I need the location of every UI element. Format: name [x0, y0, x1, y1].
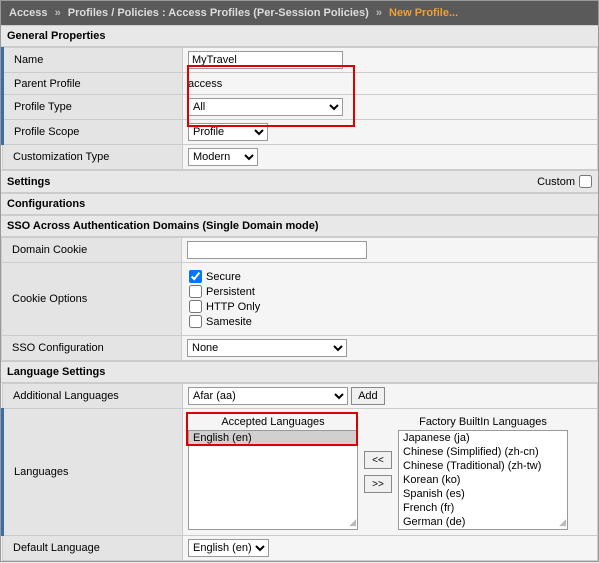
list-item[interactable]: Korean (ko)	[399, 473, 567, 487]
secure-checkbox[interactable]	[189, 270, 202, 283]
customization-type-label: Customization Type	[3, 145, 183, 170]
section-sso: SSO Across Authentication Domains (Singl…	[1, 215, 598, 237]
name-label: Name	[3, 48, 183, 73]
cookie-opt-httponly[interactable]: HTTP Only	[189, 300, 590, 313]
default-language-label: Default Language	[3, 536, 183, 561]
cookie-options-label: Cookie Options	[2, 263, 182, 336]
sso-config-select[interactable]: None	[187, 339, 347, 357]
section-configurations: Configurations	[1, 193, 598, 215]
custom-checkbox[interactable]	[579, 175, 592, 188]
custom-label: Custom	[537, 176, 575, 188]
name-input[interactable]	[188, 51, 343, 69]
profile-type-label: Profile Type	[3, 95, 183, 120]
parent-profile-label: Parent Profile	[3, 73, 183, 95]
list-item[interactable]: English (en)	[189, 431, 357, 445]
profile-scope-label: Profile Scope	[3, 120, 183, 145]
samesite-checkbox[interactable]	[189, 315, 202, 328]
profile-type-select[interactable]: All	[188, 98, 343, 116]
accepted-languages-header: Accepted Languages	[188, 414, 358, 430]
add-language-button[interactable]: Add	[351, 387, 385, 405]
persistent-label: Persistent	[206, 286, 255, 298]
httponly-checkbox[interactable]	[189, 300, 202, 313]
profile-scope-select[interactable]: Profile	[188, 123, 268, 141]
cookie-opt-persistent[interactable]: Persistent	[189, 285, 590, 298]
section-general-properties: General Properties	[1, 25, 598, 47]
list-item[interactable]: French (fr)	[399, 501, 567, 515]
section-settings: Settings	[7, 176, 50, 188]
breadcrumb-sep: »	[376, 7, 382, 19]
accepted-languages-list[interactable]: English (en) ◢	[188, 430, 358, 530]
move-right-button[interactable]: >>	[364, 475, 392, 493]
persistent-checkbox[interactable]	[189, 285, 202, 298]
httponly-label: HTTP Only	[206, 301, 260, 313]
list-item[interactable]: Chinese (Traditional) (zh-tw)	[399, 459, 567, 473]
cookie-opt-samesite[interactable]: Samesite	[189, 315, 590, 328]
samesite-label: Samesite	[206, 316, 252, 328]
move-left-button[interactable]: <<	[364, 451, 392, 469]
secure-label: Secure	[206, 271, 241, 283]
additional-languages-label: Additional Languages	[3, 384, 183, 409]
customization-type-select[interactable]: Modern	[188, 148, 258, 166]
sso-config-label: SSO Configuration	[2, 336, 182, 361]
scroll-hint-icon: ◢	[349, 517, 356, 528]
list-item[interactable]: Japanese (ja)	[399, 431, 567, 445]
list-item[interactable]: German (de)	[399, 515, 567, 529]
languages-label: Languages	[3, 409, 183, 536]
breadcrumb-profiles[interactable]: Profiles / Policies : Access Profiles (P…	[68, 7, 369, 19]
breadcrumb-access[interactable]: Access	[9, 7, 48, 19]
factory-languages-header: Factory BuiltIn Languages	[398, 414, 568, 430]
domain-cookie-input[interactable]	[187, 241, 367, 259]
additional-languages-select[interactable]: Afar (aa)	[188, 387, 348, 405]
breadcrumb-sep: »	[55, 7, 61, 19]
factory-languages-list[interactable]: Japanese (ja) Chinese (Simplified) (zh-c…	[398, 430, 568, 530]
breadcrumb-current: New Profile...	[389, 7, 458, 19]
section-language-settings: Language Settings	[1, 361, 598, 383]
list-item[interactable]: Chinese (Simplified) (zh-cn)	[399, 445, 567, 459]
scroll-hint-icon: ◢	[559, 517, 566, 528]
default-language-select[interactable]: English (en)	[188, 539, 269, 557]
breadcrumb: Access » Profiles / Policies : Access Pr…	[1, 1, 598, 25]
parent-profile-value: access	[183, 73, 598, 95]
list-item[interactable]: Spanish (es)	[399, 487, 567, 501]
domain-cookie-label: Domain Cookie	[2, 238, 182, 263]
cookie-opt-secure[interactable]: Secure	[189, 270, 590, 283]
